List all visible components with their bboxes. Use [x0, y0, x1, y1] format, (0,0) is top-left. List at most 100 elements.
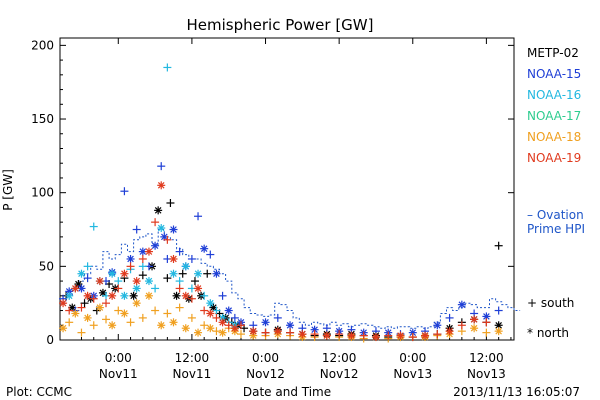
north-point-noaa-19	[181, 291, 190, 300]
north-point-noaa-18	[218, 328, 227, 337]
south-point-noaa-19	[310, 330, 319, 339]
north-point-noaa-19	[108, 291, 117, 300]
north-point-noaa-16	[206, 299, 215, 308]
south-point-noaa-16	[175, 277, 184, 286]
south-point-noaa-16	[200, 291, 209, 300]
south-point-noaa-19	[335, 330, 344, 339]
north-point-noaa-16	[157, 224, 166, 233]
south-point-noaa-16	[163, 63, 172, 72]
south-point-noaa-16	[89, 222, 98, 231]
south-point-noaa-19	[408, 333, 417, 342]
south-point-noaa-19	[224, 321, 233, 330]
south-point-noaa-19	[102, 299, 111, 308]
south-point-noaa-18	[163, 309, 172, 318]
footer-plot-source: Plot: CCMC	[6, 385, 72, 399]
south-point-noaa-18	[482, 328, 491, 337]
x-tick-label-time: 0:00	[252, 351, 279, 365]
south-point-noaa-15	[445, 313, 454, 322]
south-point-noaa-19	[261, 328, 270, 337]
south-point-noaa-19	[187, 294, 196, 303]
y-tick-label: 0	[46, 333, 54, 347]
x-tick-label-time: 0:00	[105, 351, 132, 365]
legend-marker-north: * north	[527, 326, 569, 340]
north-point-noaa-19	[470, 315, 479, 324]
north-point-noaa-18	[181, 324, 190, 333]
south-point-noaa-15	[187, 254, 196, 263]
north-point-noaa-15	[433, 321, 442, 330]
north-point-noaa-16	[169, 269, 178, 278]
north-point-noaa-15	[200, 244, 209, 253]
south-point-noaa-19	[126, 262, 135, 271]
south-point-noaa-18	[212, 327, 221, 336]
south-point-metp-02	[178, 269, 187, 278]
north-point-noaa-19	[194, 284, 203, 293]
south-point-metp-02	[163, 274, 172, 283]
south-point-noaa-18	[126, 318, 135, 327]
north-point-noaa-18	[95, 303, 104, 312]
south-point-noaa-19	[212, 313, 221, 322]
south-point-metp-02	[138, 271, 147, 280]
south-point-noaa-19	[65, 306, 74, 315]
south-point-noaa-16	[114, 277, 123, 286]
y-axis-label: P [GW]	[1, 169, 15, 211]
ovation-hpi-line	[60, 229, 521, 329]
south-point-noaa-19	[359, 331, 368, 340]
south-point-noaa-15	[194, 212, 203, 221]
south-point-noaa-18	[89, 321, 98, 330]
south-point-noaa-18	[200, 321, 209, 330]
north-point-noaa-19	[83, 291, 92, 300]
south-point-noaa-16	[83, 262, 92, 271]
legend-marker-south: + south	[527, 296, 574, 310]
south-point-noaa-16	[151, 284, 160, 293]
north-point-noaa-18	[83, 313, 92, 322]
south-point-metp-02	[190, 277, 199, 286]
north-point-noaa-16	[132, 284, 141, 293]
y-tick-label: 150	[31, 112, 54, 126]
north-point-noaa-19	[218, 318, 227, 327]
north-point-noaa-18	[71, 309, 80, 318]
x-axis: 0:00 Nov11 12:00 Nov11 0:00 Nov12 12:00 Nov12 0:…	[80, 38, 512, 381]
legend-noaa-16: NOAA-16	[527, 88, 581, 102]
south-point-noaa-19	[236, 321, 245, 330]
legend-noaa-17: NOAA-17	[527, 109, 581, 123]
north-point-noaa-18	[157, 321, 166, 330]
north-point-noaa-16	[181, 262, 190, 271]
north-point-noaa-19	[206, 309, 215, 318]
north-point-noaa-19	[298, 330, 307, 339]
north-point-noaa-15	[224, 306, 233, 315]
south-point-metp-02	[80, 299, 89, 308]
south-point-noaa-15	[83, 274, 92, 283]
south-point-noaa-18	[175, 303, 184, 312]
south-point-noaa-15	[132, 225, 141, 234]
north-point-metp-02	[129, 291, 138, 300]
north-point-noaa-16	[120, 291, 129, 300]
north-point-noaa-16	[194, 269, 203, 278]
south-point-noaa-18	[77, 328, 86, 337]
south-point-noaa-16	[212, 306, 221, 315]
chart-title: Hemispheric Power [GW]	[187, 16, 374, 34]
south-point-noaa-15	[322, 324, 331, 333]
south-point-noaa-15	[218, 291, 227, 300]
south-point-noaa-19	[175, 284, 184, 293]
north-point-noaa-18	[169, 318, 178, 327]
south-point-noaa-19	[457, 321, 466, 330]
x-tick-label-time: 12:00	[175, 351, 210, 365]
north-point-noaa-18	[206, 324, 215, 333]
x-tick-label-time: 12:00	[469, 351, 504, 365]
legend-ovation-sub: Prime HPI	[527, 222, 585, 236]
south-point-noaa-18	[187, 313, 196, 322]
south-point-metp-02	[166, 198, 175, 207]
north-point-noaa-19	[445, 327, 454, 336]
north-point-noaa-15	[151, 241, 160, 250]
south-point-noaa-18	[65, 318, 74, 327]
x-tick-label-date: Nov13	[467, 367, 506, 381]
north-point-noaa-19	[273, 327, 282, 336]
south-point-noaa-16	[138, 262, 147, 271]
north-point-noaa-19	[322, 331, 331, 340]
south-point-noaa-15	[206, 250, 215, 259]
north-point-noaa-19	[347, 331, 356, 340]
north-point-noaa-15	[212, 269, 221, 278]
south-point-noaa-18	[138, 313, 147, 322]
south-point-metp-02	[203, 269, 212, 278]
legend-ovation: – Ovation	[527, 208, 584, 222]
